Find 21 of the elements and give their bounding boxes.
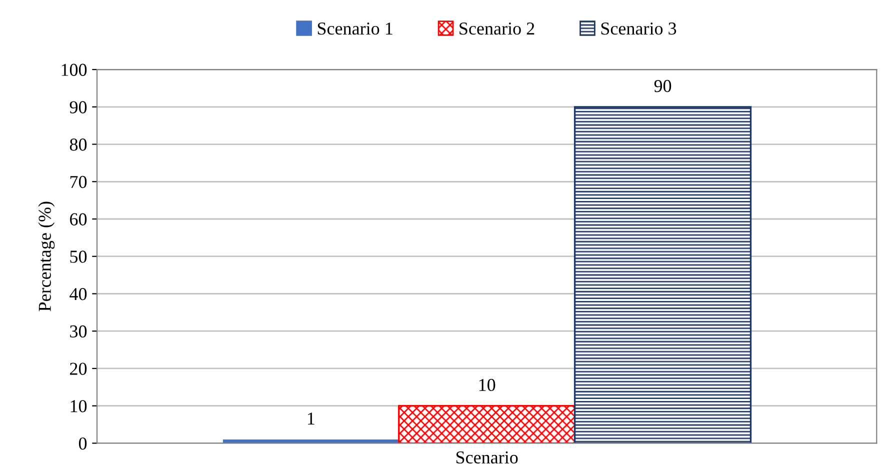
y-tick-label: 90 bbox=[70, 101, 87, 114]
data-label: 1 bbox=[308, 412, 314, 425]
y-tick-label: 60 bbox=[70, 213, 87, 226]
y-tick-label: 80 bbox=[70, 138, 87, 151]
y-tick-label: 10 bbox=[70, 400, 87, 412]
bar bbox=[398, 405, 576, 444]
bar bbox=[574, 106, 752, 444]
x-axis-title: Scenario bbox=[456, 451, 518, 464]
y-tick-label: 70 bbox=[70, 176, 87, 188]
y-tick-label: 40 bbox=[70, 288, 87, 300]
legend-label: Scenario 1 bbox=[318, 22, 392, 35]
y-tick-label: 100 bbox=[62, 64, 87, 76]
y-axis-title: Percentage (%) bbox=[38, 202, 55, 312]
y-tick-label: 50 bbox=[70, 250, 87, 263]
y-tick-label: 30 bbox=[70, 325, 87, 338]
legend-label: Scenario 3 bbox=[601, 22, 676, 35]
y-tick-label: 20 bbox=[70, 362, 87, 375]
data-label: 90 bbox=[654, 80, 672, 92]
y-tick-label: 0 bbox=[78, 437, 87, 450]
data-label: 10 bbox=[479, 378, 496, 392]
legend-label: Scenario 2 bbox=[460, 22, 534, 35]
